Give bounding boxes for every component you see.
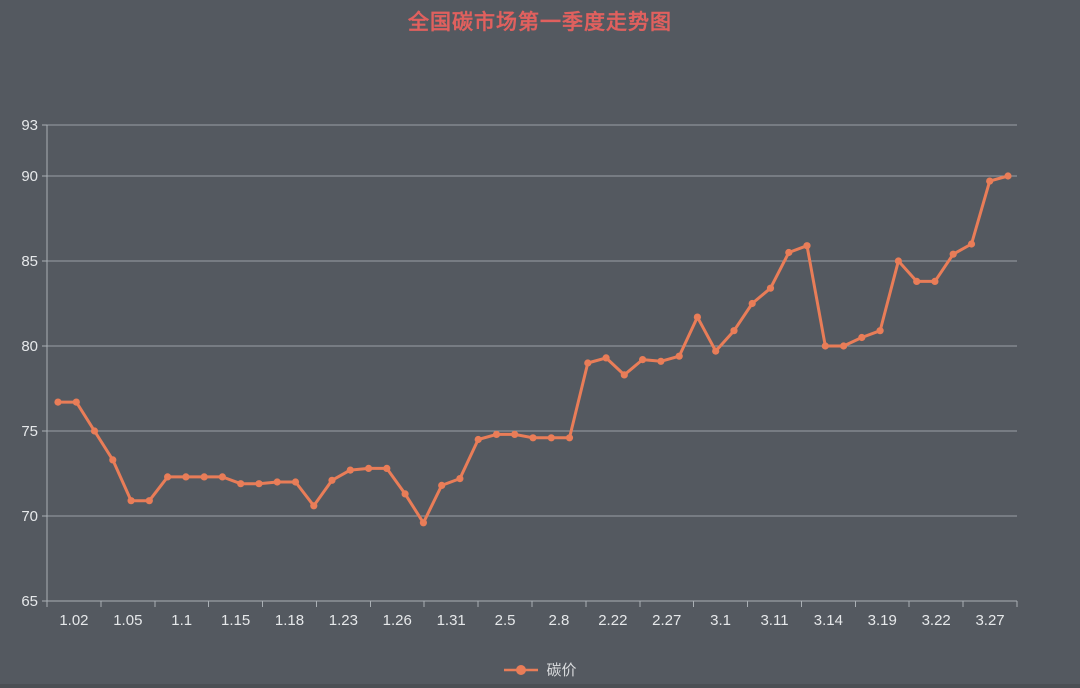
- data-point-marker: [438, 481, 446, 489]
- data-point-marker: [273, 478, 281, 486]
- x-axis-tick-label: 2.8: [549, 612, 570, 629]
- x-axis-tick-label: 2.5: [495, 612, 516, 629]
- data-point-marker: [913, 277, 921, 285]
- data-point-marker: [492, 430, 501, 438]
- data-point-marker: [182, 473, 190, 481]
- x-axis-tick-label: 1.26: [383, 612, 412, 629]
- data-point-marker: [255, 480, 263, 488]
- data-point-marker: [291, 478, 300, 486]
- y-axis-tick-label: 85: [21, 253, 38, 270]
- x-axis-tick-label: 1.31: [437, 612, 466, 629]
- data-point-marker: [876, 327, 884, 335]
- y-axis-tick-label: 93: [21, 117, 38, 134]
- data-point-marker: [237, 480, 245, 488]
- data-point-marker: [456, 475, 464, 483]
- x-axis-tick-label: 1.05: [113, 612, 142, 629]
- data-point-marker: [675, 352, 683, 360]
- chart-title: 全国碳市场第一季度走势图: [408, 11, 672, 34]
- x-axis-tick-label: 1.15: [221, 612, 250, 629]
- data-point-marker: [72, 398, 80, 406]
- data-point-marker: [967, 240, 976, 248]
- x-axis-tick-label: 3.1: [710, 612, 731, 629]
- data-point-marker: [821, 342, 829, 350]
- y-axis-tick-label: 75: [21, 423, 38, 440]
- data-point-marker: [218, 473, 226, 481]
- data-point-marker: [383, 464, 391, 472]
- data-point-marker: [127, 497, 135, 505]
- data-point-marker: [986, 177, 994, 185]
- data-point-marker: [310, 502, 318, 510]
- data-point-marker: [401, 490, 409, 498]
- chart-legend: 碳价: [0, 659, 1080, 680]
- data-point-marker: [1004, 172, 1012, 180]
- legend-series-label: 碳价: [546, 662, 577, 679]
- data-point-marker: [620, 371, 628, 379]
- data-point-marker: [693, 313, 702, 321]
- x-axis-tick-label: 2.27: [652, 612, 681, 629]
- x-axis-tick-label: 1.18: [275, 612, 304, 629]
- data-point-marker: [949, 250, 957, 258]
- data-point-marker: [840, 342, 848, 350]
- data-point-marker: [109, 456, 117, 464]
- data-point-marker: [894, 257, 903, 265]
- y-axis-tick-label: 65: [21, 593, 38, 610]
- x-axis-tick-label: 1.1: [171, 612, 192, 629]
- data-point-marker: [90, 427, 99, 435]
- data-point-marker: [565, 434, 574, 442]
- y-axis-tick-label: 70: [21, 508, 38, 525]
- data-point-marker: [766, 284, 775, 292]
- data-point-marker: [730, 327, 738, 335]
- y-axis-tick-label: 90: [21, 168, 38, 185]
- data-point-marker: [639, 356, 647, 364]
- x-axis-tick-label: 1.02: [59, 612, 88, 629]
- x-axis-tick-label: 2.22: [598, 612, 627, 629]
- data-point-marker: [511, 430, 519, 438]
- data-point-marker: [657, 357, 665, 365]
- data-point-marker: [803, 242, 811, 250]
- data-point-marker: [547, 434, 555, 442]
- x-axis-tick-label: 3.22: [922, 612, 951, 629]
- data-point-marker: [712, 347, 720, 355]
- data-point-marker: [419, 519, 427, 527]
- data-point-marker: [474, 435, 482, 444]
- data-point-marker: [529, 434, 537, 442]
- data-point-marker: [365, 464, 373, 472]
- x-axis-tick-label: 1.23: [329, 612, 358, 629]
- data-point-marker: [328, 476, 336, 484]
- x-axis-tick-label: 3.19: [868, 612, 897, 629]
- data-point-marker: [858, 333, 866, 342]
- data-point-marker: [54, 398, 62, 406]
- legend-item-carbon-price[interactable]: 碳价: [503, 659, 577, 680]
- data-point-marker: [346, 466, 354, 474]
- data-point-marker: [785, 248, 793, 257]
- x-axis-tick-label: 3.14: [814, 612, 843, 629]
- data-point-marker: [145, 497, 153, 505]
- footer-strip: [0, 684, 1080, 688]
- data-point-marker: [584, 359, 592, 367]
- data-point-marker: [602, 354, 610, 362]
- data-point-marker: [200, 473, 208, 481]
- data-point-marker: [164, 473, 172, 481]
- data-point-marker: [748, 299, 756, 308]
- data-point-marker: [931, 277, 939, 285]
- legend-line-dot-icon: [504, 664, 539, 675]
- y-axis-tick-label: 80: [21, 338, 38, 355]
- x-axis-tick-label: 3.27: [975, 612, 1004, 629]
- x-axis-tick-label: 3.11: [760, 612, 788, 629]
